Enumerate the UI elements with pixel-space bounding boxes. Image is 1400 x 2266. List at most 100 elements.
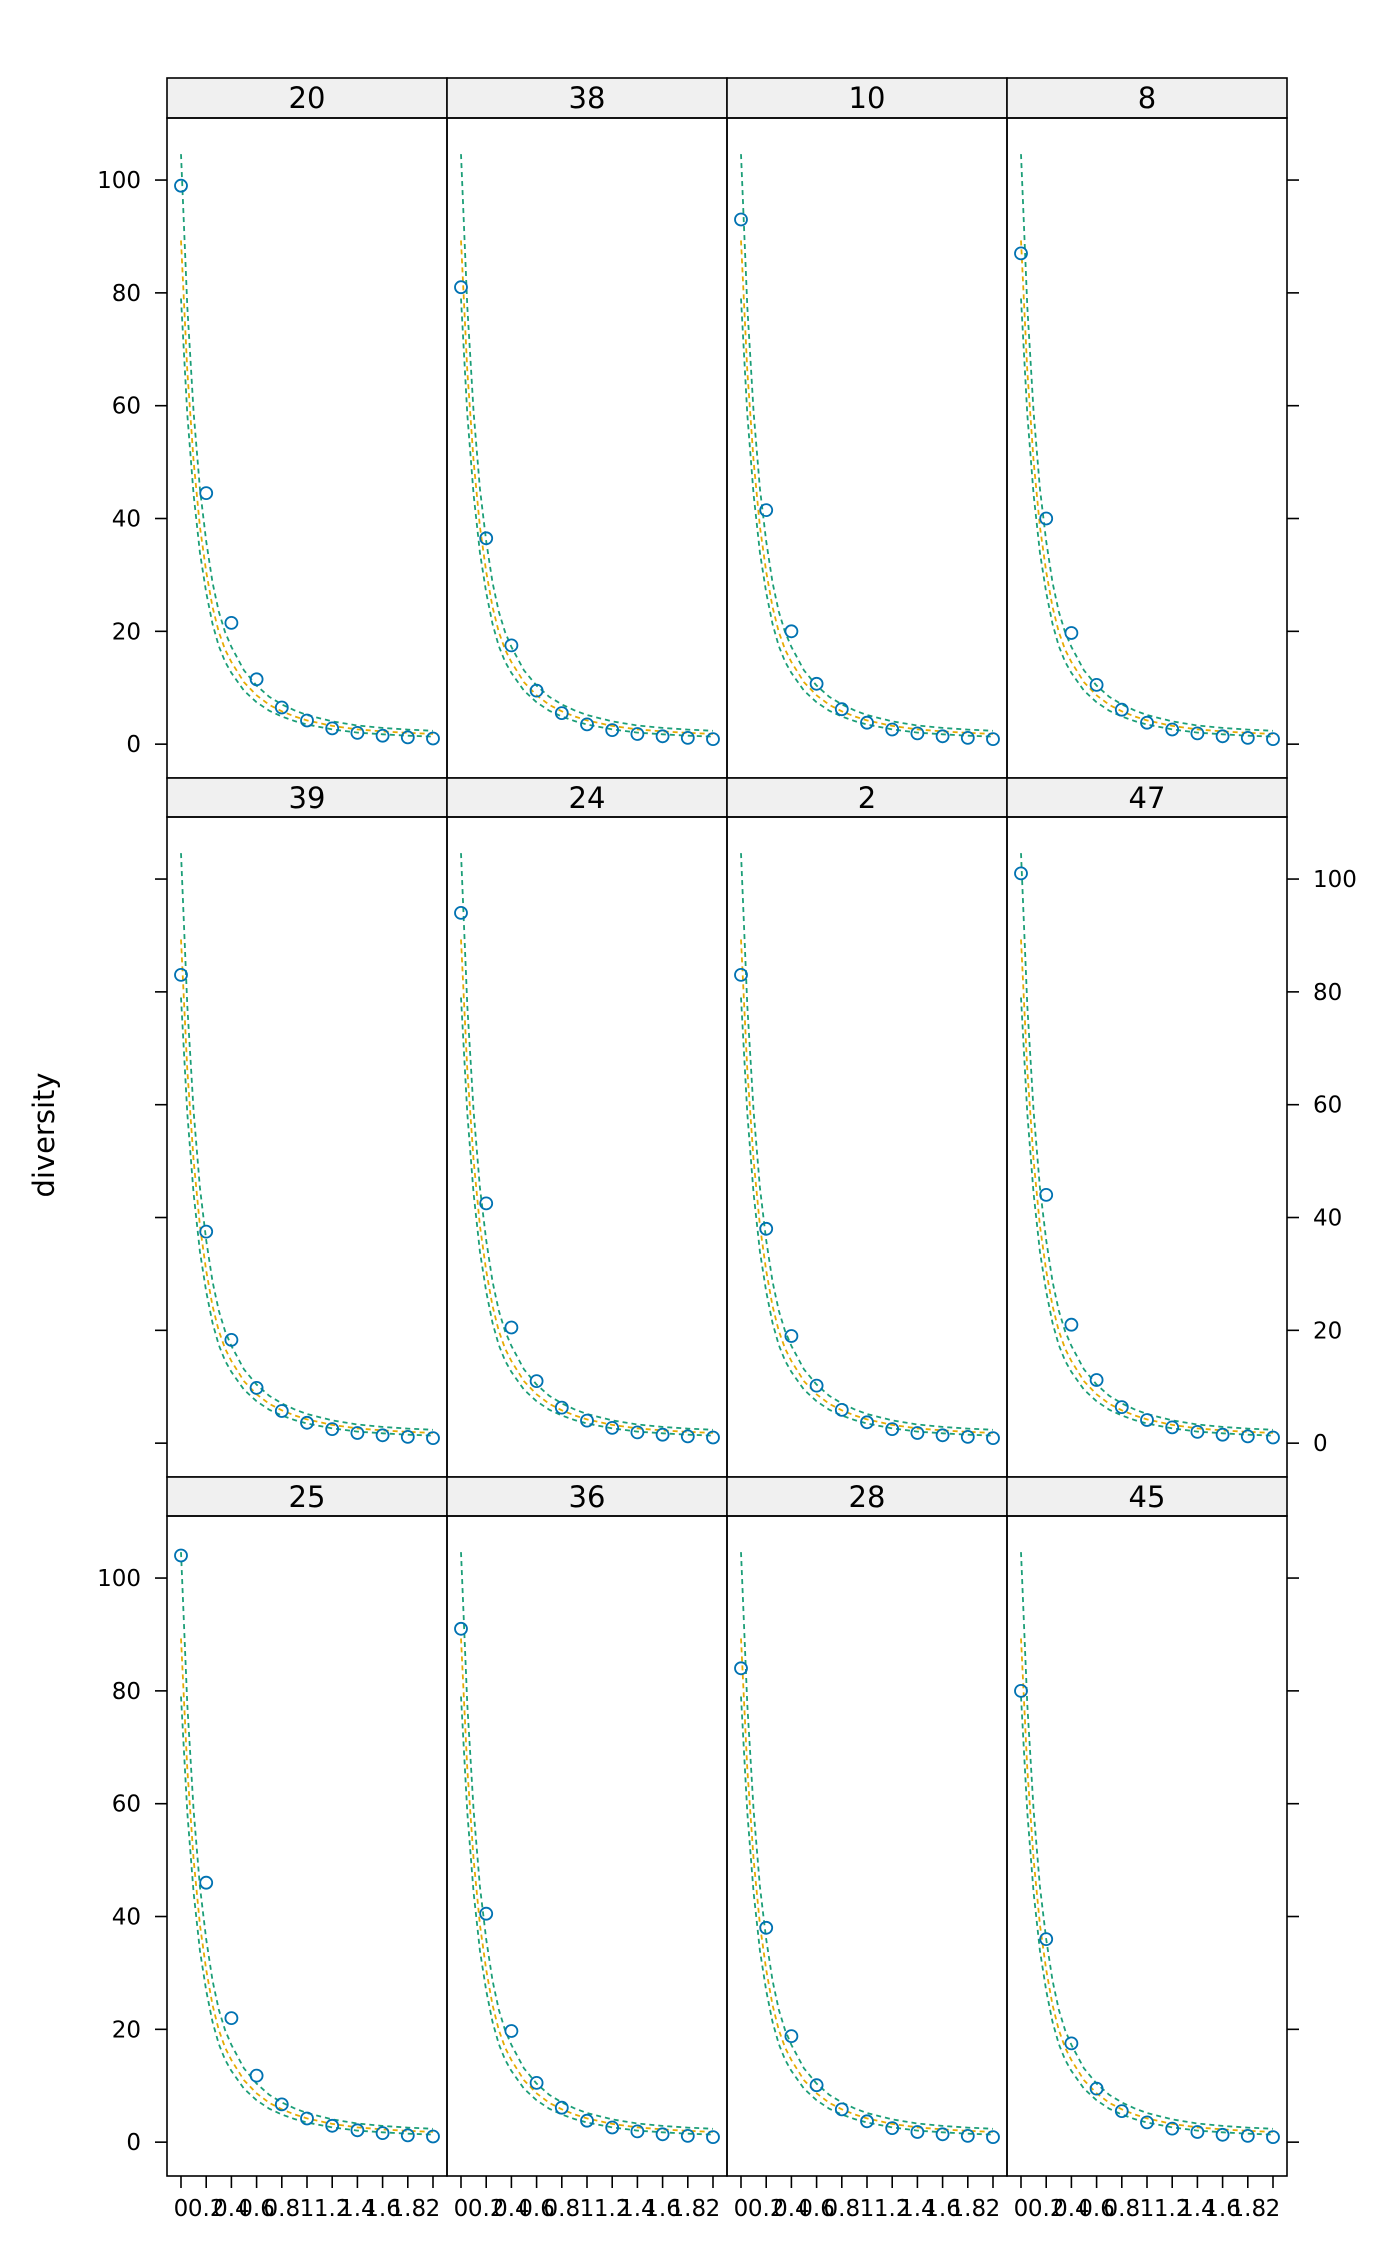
- data-point: [1014, 866, 1028, 881]
- y-tick-label: 60: [1313, 1093, 1342, 1119]
- fit-curve-1: [1020, 1552, 1274, 2130]
- data-point: [426, 1431, 440, 1445]
- panel-strip-label: 39: [289, 781, 326, 815]
- panel-strip: [446, 777, 728, 818]
- data-point: [960, 731, 975, 745]
- data-point: [529, 683, 544, 698]
- panel-2: 2: [726, 777, 1008, 1478]
- data-point: [325, 2118, 340, 2133]
- x-tick-label: 1.2: [594, 2196, 631, 2222]
- data-point: [860, 715, 874, 730]
- data-point: [479, 1196, 494, 1211]
- x-tick-label: 0.6: [798, 2196, 835, 2222]
- x-tick-label: 1: [300, 2196, 315, 2222]
- data-point: [174, 178, 188, 193]
- fit-curve-3: [1020, 298, 1274, 738]
- y-tick-label: 100: [1313, 867, 1357, 893]
- x-tick-label: 1.8: [390, 2196, 427, 2222]
- panel-strip: [166, 1476, 448, 1517]
- fit-curve-2: [1020, 1638, 1274, 2133]
- data-point: [1190, 1425, 1205, 1439]
- panel-28: 28 0 0.20.40.60.8 1 1.21.41.61.8 2: [726, 1476, 1008, 2222]
- fit-curve-1: [180, 853, 434, 1431]
- data-point: [734, 212, 748, 227]
- data-point: [680, 731, 695, 745]
- x-tick-label: 0.4: [213, 2196, 250, 2222]
- y-tick-label: 40: [1313, 1206, 1342, 1232]
- fit-curve-3: [460, 298, 714, 738]
- data-point: [1215, 2127, 1230, 2142]
- data-point: [224, 616, 239, 630]
- fit-curve-3: [1020, 997, 1274, 1437]
- panel-39: 39: [155, 777, 448, 1478]
- data-point: [350, 1426, 365, 1440]
- fit-curve-2: [740, 939, 994, 1434]
- data-point: [630, 1425, 645, 1440]
- panel-frame: [166, 117, 448, 779]
- data-point: [350, 2123, 365, 2138]
- data-point: [174, 1548, 188, 1563]
- x-tick-label: 0: [454, 2196, 469, 2222]
- x-tick-label: 1.4: [619, 2196, 656, 2222]
- x-tick-label: 0.2: [1028, 2196, 1065, 2222]
- data-point: [630, 727, 645, 741]
- data-point: [734, 1661, 748, 1676]
- x-tick-label: 0.8: [824, 2196, 861, 2222]
- panel-strip-label: 24: [569, 781, 606, 815]
- data-point: [375, 2126, 390, 2141]
- fit-curve-3: [740, 1696, 994, 2136]
- panel-47: 47 0 20 40 60 80 100: [1006, 777, 1357, 1478]
- data-point: [1165, 722, 1180, 737]
- data-point: [885, 1422, 900, 1436]
- fit-curve-1: [740, 853, 994, 1431]
- data-point: [400, 2128, 415, 2143]
- data-point: [249, 1381, 264, 1395]
- data-point: [860, 2114, 874, 2129]
- data-point: [350, 726, 365, 740]
- fit-curve-3: [460, 997, 714, 1437]
- panel-38: 38: [446, 77, 728, 779]
- x-tick-label: 2: [706, 2196, 721, 2222]
- data-point: [630, 2124, 645, 2139]
- panel-frame: [166, 1515, 448, 2177]
- panel-strip-label: 36: [569, 1480, 606, 1514]
- data-point: [249, 2068, 264, 2083]
- panel-strip-label: 2: [858, 781, 876, 815]
- y-tick-label: 80: [112, 281, 141, 307]
- panel-strip-label: 8: [1138, 81, 1156, 115]
- x-tick-label: 1.4: [1179, 2196, 1216, 2222]
- data-point: [706, 1430, 720, 1445]
- fit-curve-1: [180, 1552, 434, 2130]
- fit-curve-2: [180, 1638, 434, 2133]
- data-point: [426, 2129, 440, 2144]
- data-point: [274, 1404, 289, 1418]
- data-point: [1114, 702, 1129, 717]
- data-point: [400, 1430, 415, 1444]
- panel-frame: [1006, 117, 1288, 779]
- data-point: [580, 1413, 594, 1428]
- data-point: [1064, 1317, 1079, 1332]
- panel-strip: [166, 77, 448, 119]
- data-point: [809, 676, 824, 691]
- panel-strip-label: 25: [289, 1480, 326, 1514]
- data-point: [935, 2127, 950, 2142]
- data-point: [605, 723, 620, 737]
- data-point: [834, 1403, 849, 1417]
- data-point: [1140, 715, 1154, 730]
- data-point: [860, 1415, 874, 1430]
- data-point: [1064, 2036, 1079, 2051]
- fit-curve-1: [1020, 154, 1274, 732]
- data-point: [605, 2120, 620, 2135]
- x-tick-label: 2: [1266, 2196, 1281, 2222]
- x-tick-label: 0.4: [773, 2196, 810, 2222]
- data-point: [1014, 1684, 1028, 1698]
- data-point: [1190, 2125, 1205, 2139]
- data-point: [1240, 2128, 1255, 2143]
- data-point: [375, 728, 390, 743]
- data-point: [1039, 1188, 1054, 1202]
- data-point: [759, 503, 774, 518]
- panel-20: 20 0 20 40 60 80 100: [97, 77, 448, 779]
- data-point: [1039, 511, 1054, 526]
- data-point: [300, 2111, 314, 2126]
- x-tick-label: 1: [860, 2196, 875, 2222]
